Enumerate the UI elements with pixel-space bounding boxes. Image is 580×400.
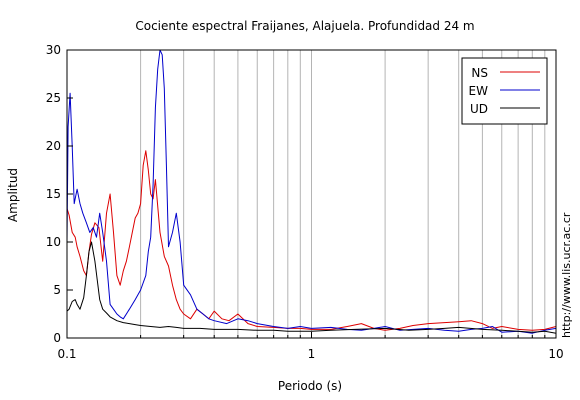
x-axis-label: Periodo (s) <box>278 379 342 393</box>
legend-box <box>461 57 548 125</box>
y-axis-label: Amplitud <box>6 168 20 222</box>
legend-label-ud: UD <box>470 102 488 116</box>
x-tick-label: 1 <box>308 347 316 361</box>
y-tick-label: 5 <box>53 283 61 297</box>
chart-title: Cociente espectral Fraijanes, Alajuela. … <box>135 19 474 33</box>
y-tick-label: 10 <box>46 235 61 249</box>
y-tick-label: 20 <box>46 139 61 153</box>
series-line-ud <box>66 241 557 334</box>
x-tick-label: 0.1 <box>57 347 76 361</box>
legend-label-ew: EW <box>469 84 489 98</box>
plot-area: 0.1 1 10 0 5 10 15 20 25 30 <box>46 43 564 361</box>
x-axis: 0.1 1 10 <box>57 332 564 361</box>
x-tick-label: 10 <box>548 347 563 361</box>
series-line-ew <box>66 49 557 334</box>
y-tick-label: 30 <box>46 43 61 57</box>
vertical-gridlines <box>140 50 546 338</box>
legend: NS EW UD <box>461 57 548 125</box>
series-line-ns <box>66 150 557 331</box>
legend-label-ns: NS <box>471 66 488 80</box>
y-tick-label: 25 <box>46 91 61 105</box>
y-tick-label: 0 <box>53 331 61 345</box>
y-tick-label: 15 <box>46 187 61 201</box>
side-credit-url: http://www.lis.ucr.ac.cr <box>560 212 573 338</box>
y-axis: 0 5 10 15 20 25 30 <box>46 43 73 345</box>
series-lines <box>66 49 557 334</box>
